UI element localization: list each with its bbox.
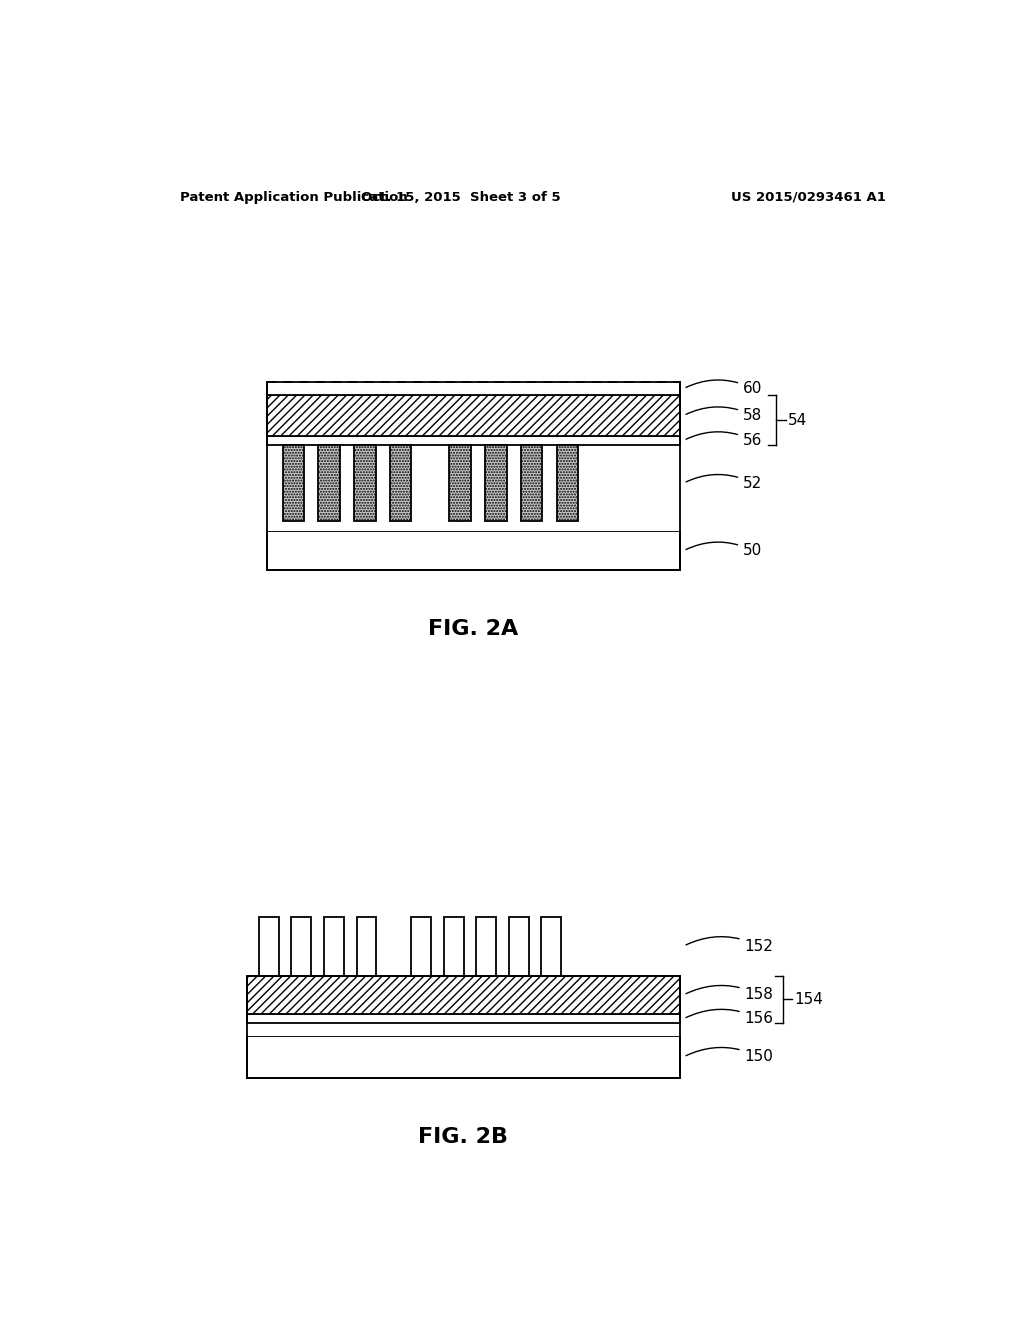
Text: FIG. 2B: FIG. 2B [418,1127,508,1147]
Bar [267,521,680,532]
Bar [267,395,680,436]
Text: Patent Application Publication: Patent Application Publication [179,190,408,203]
Bar [450,445,471,521]
Bar [283,445,304,521]
Text: 154: 154 [795,991,823,1007]
Bar [267,532,680,570]
Bar [318,445,340,521]
Bar [476,916,497,975]
Text: 56: 56 [686,432,763,447]
Text: FIG. 2A: FIG. 2A [428,619,518,639]
Bar [354,445,376,521]
Text: 60: 60 [686,380,763,396]
Bar [267,381,680,395]
Bar [521,445,543,521]
Text: 54: 54 [788,413,808,428]
Text: 156: 156 [686,1010,773,1026]
Text: US 2015/0293461 A1: US 2015/0293461 A1 [731,190,886,203]
Bar [542,916,561,975]
Text: 58: 58 [686,407,762,422]
Bar [324,916,344,975]
Text: 158: 158 [686,986,773,1002]
Bar [509,916,528,975]
Bar [485,445,507,521]
Bar [247,1036,680,1078]
Bar [443,916,464,975]
Bar [412,916,431,975]
Bar [292,916,311,975]
Bar [259,916,279,975]
Bar [390,445,412,521]
Bar [556,445,578,521]
Bar [247,1014,680,1023]
Text: 52: 52 [686,474,762,491]
Text: 152: 152 [686,937,773,953]
Bar [267,436,680,445]
Bar [247,1023,680,1036]
Text: 50: 50 [686,543,762,558]
Text: 150: 150 [686,1048,773,1064]
Bar [356,916,377,975]
Text: Oct. 15, 2015  Sheet 3 of 5: Oct. 15, 2015 Sheet 3 of 5 [361,190,561,203]
Bar [247,975,680,1014]
